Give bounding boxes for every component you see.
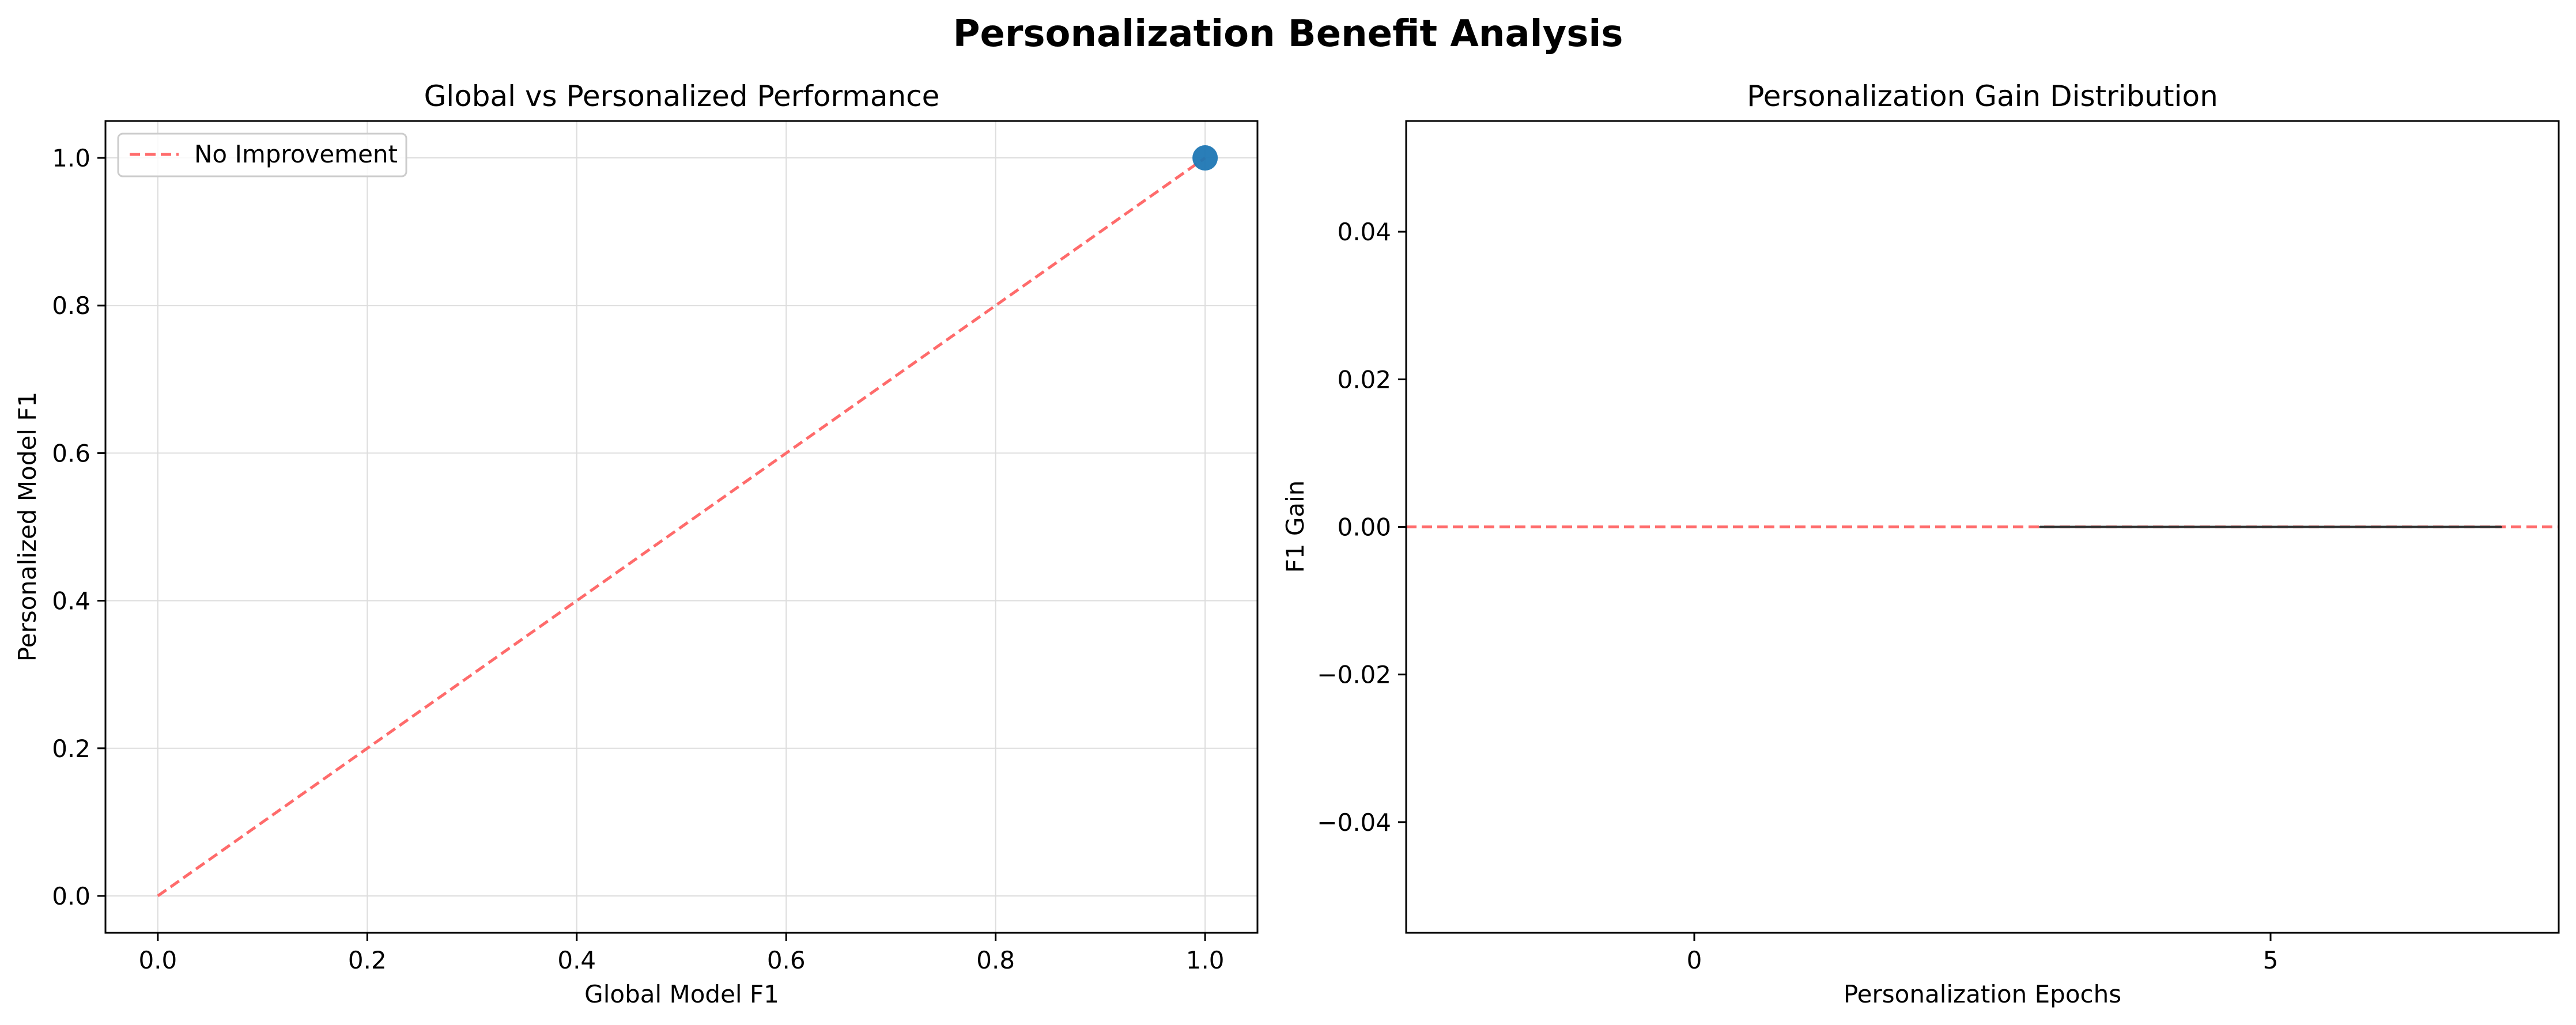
boxplot-x-tick-label: 5	[2263, 946, 2279, 974]
scatter-y-ticks: 0.0 0.2 0.4 0.6 0.8 1.0	[52, 144, 105, 910]
boxplot-y-tick-label: 0.04	[1337, 218, 1391, 246]
scatter-title: Global vs Personalized Performance	[424, 80, 940, 113]
figure-title: Personalization Benefit Analysis	[953, 13, 1623, 55]
scatter-y-axis-label: Personalized Model F1	[13, 392, 41, 661]
no-improvement-line	[157, 157, 1206, 897]
scatter-plot-frame	[104, 120, 1259, 934]
boxplot-boxes	[2039, 525, 2502, 528]
scatter-y-tick-label: 0.4	[52, 587, 90, 615]
scatter-x-tick-label: 0.0	[138, 946, 177, 974]
scatter-x-tick-label: 0.6	[767, 946, 806, 974]
legend-box	[117, 133, 407, 177]
scatter-y-tick-label: 0.0	[52, 882, 90, 910]
scatter-y-tick-label: 1.0	[52, 144, 90, 172]
scatter-points	[1192, 145, 1218, 171]
scatter-point	[1192, 145, 1218, 171]
scatter-x-ticks: 0.0 0.2 0.4 0.6 0.8 1.0	[138, 933, 1225, 974]
scatter-legend: No Improvement	[117, 133, 407, 177]
boxplot-y-tick-label: −0.02	[1317, 661, 1391, 689]
scatter-x-tick-label: 0.8	[976, 946, 1015, 974]
scatter-x-tick-label: 0.2	[348, 946, 387, 974]
boxplot-x-axis-label: Personalization Epochs	[1844, 980, 2121, 1008]
legend-label-no-improvement: No Improvement	[194, 140, 398, 168]
boxplot-x-tick-label: 0	[1687, 946, 1702, 974]
scatter-x-tick-label: 1.0	[1186, 946, 1225, 974]
boxplot-y-tick-label: 0.00	[1337, 513, 1391, 542]
boxplot-y-tick-label: 0.02	[1337, 365, 1391, 394]
boxplot-y-ticks: 0.04 0.02 0.00 −0.02 −0.04	[1317, 218, 1406, 837]
boxplot-y-axis-label: F1 Gain	[1281, 481, 1309, 573]
scatter-x-axis-label: Global Model F1	[584, 980, 779, 1008]
scatter-y-tick-label: 0.8	[52, 292, 90, 320]
scatter-panel: Global vs Personalized Performance 0.0 0.…	[13, 80, 1259, 1008]
scatter-y-tick-label: 0.6	[52, 439, 90, 467]
boxplot-title: Personalization Gain Distribution	[1747, 80, 2218, 113]
scatter-y-tick-label: 0.2	[52, 735, 90, 763]
scatter-reference-line-group	[157, 157, 1206, 897]
scatter-x-tick-label: 0.4	[557, 946, 596, 974]
boxplot-y-tick-label: −0.04	[1317, 808, 1391, 837]
